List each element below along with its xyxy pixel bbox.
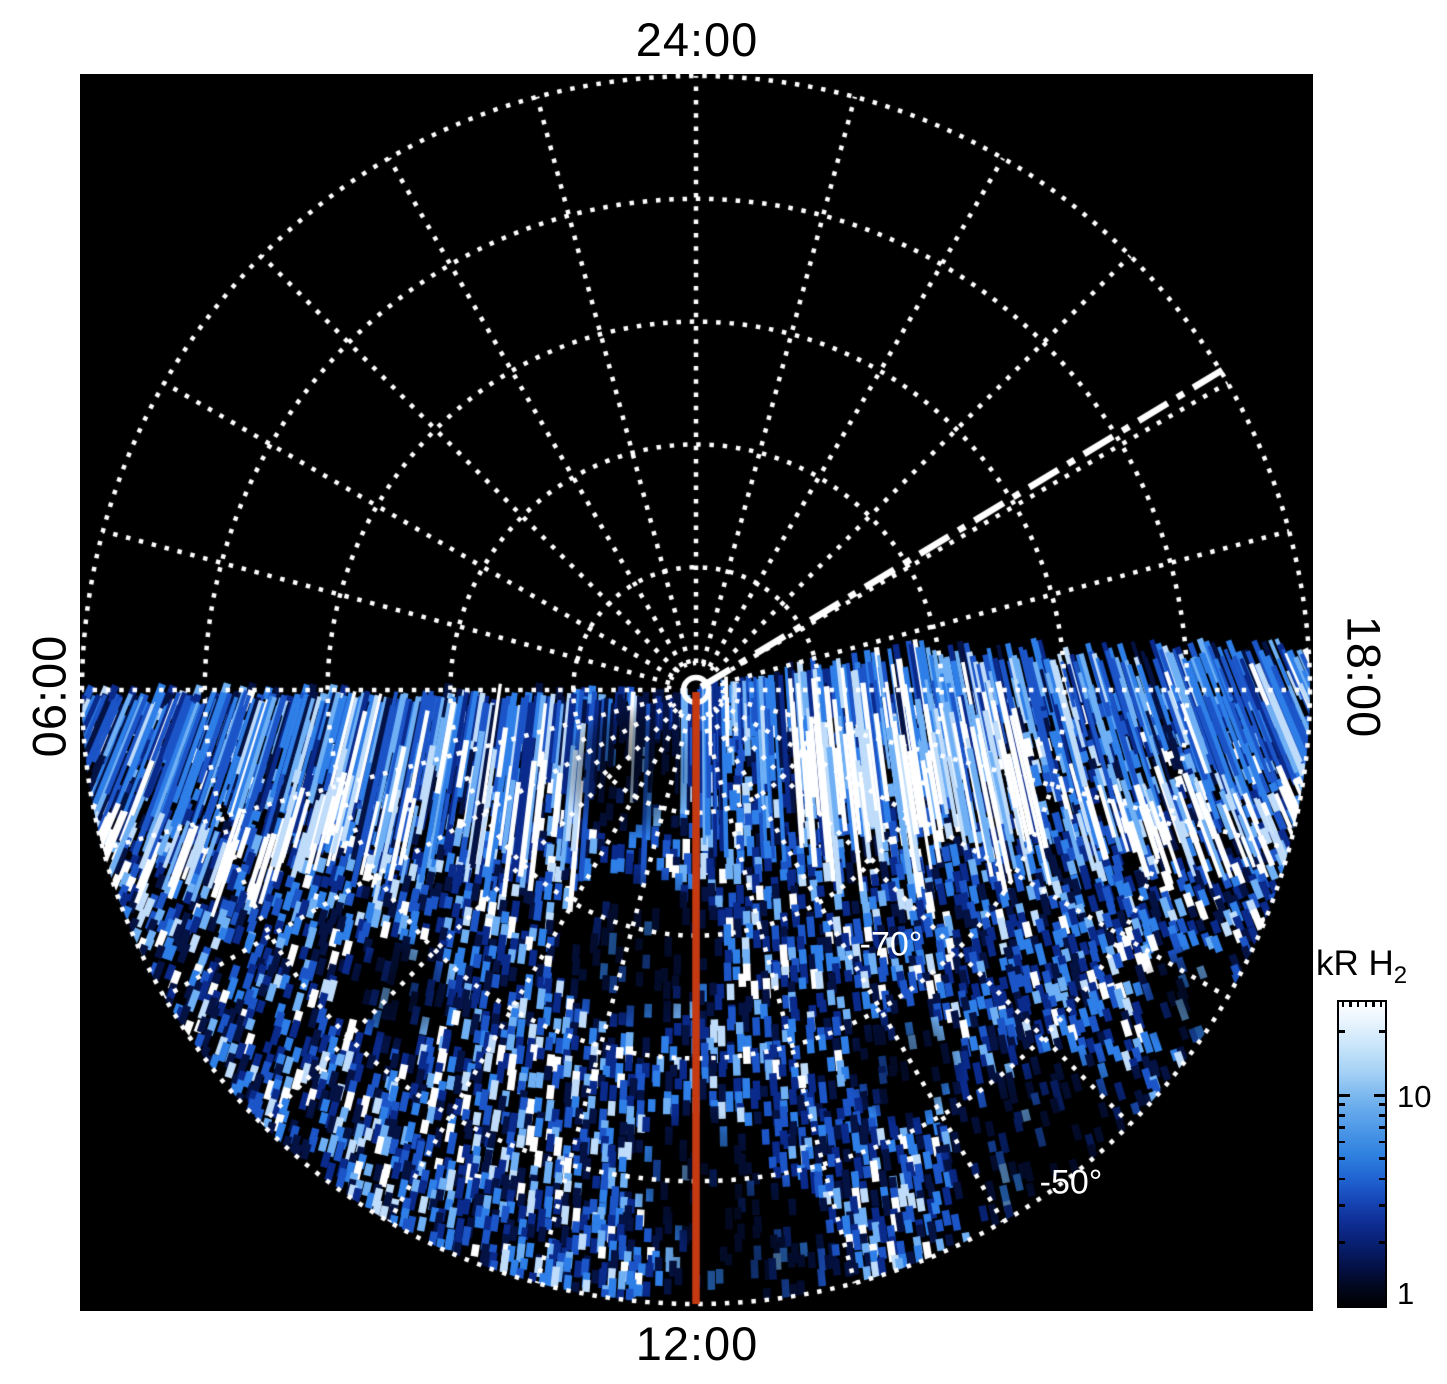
colorbar-top-tick [1364,1002,1368,1007]
colorbar-tick [1379,1157,1385,1160]
colorbar-tick [1339,1157,1345,1160]
colorbar-tick [1379,1140,1385,1144]
colorbar-tick [1379,1103,1385,1106]
colorbar [1337,1000,1387,1308]
colorbar-tick [1379,1114,1385,1117]
colorbar-title-text: kR H [1316,944,1394,983]
time-label-2400: 24:00 [635,13,759,66]
colorbar-title: kR H2 [1316,944,1407,990]
colorbar-tick [1339,1204,1345,1207]
latitude-label-50: -50° [1039,1163,1103,1202]
colorbar-tick [1374,1093,1385,1097]
colorbar-title-subscript: 2 [1393,962,1408,989]
colorbar-top-tick [1341,1002,1345,1007]
colorbar-tick [1339,1114,1345,1117]
colorbar-tick [1379,1126,1385,1129]
time-label-1800: 18:00 [1337,615,1391,739]
colorbar-tick [1379,1030,1385,1033]
colorbar-top-tick [1349,1002,1352,1007]
colorbar-tick [1339,1177,1345,1181]
colorbar-tick [1339,1030,1345,1033]
colorbar-tick [1339,1140,1345,1144]
colorbar-top-tick [1356,1002,1360,1007]
colorbar-tick-label-1: 1 [1397,1276,1415,1311]
colorbar-tick [1379,1177,1385,1181]
time-label-0600: 06:00 [22,634,76,758]
plot-area: -70° -50° [80,74,1313,1311]
colorbar-tick [1339,1241,1345,1244]
colorbar-tick [1339,1093,1350,1097]
colorbar-top-tick [1372,1002,1375,1007]
colorbar-tick [1339,1103,1345,1106]
colorbar-top-tick [1379,1002,1383,1007]
time-label-1200: 12:00 [635,1317,759,1370]
polar-aurora-map [80,74,1313,1311]
latitude-label-70: -70° [859,925,923,964]
colorbar-tick [1339,1126,1345,1129]
colorbar-tick-label-10: 10 [1397,1079,1432,1114]
colorbar-tick [1379,1204,1385,1207]
colorbar-tick [1379,1241,1385,1244]
